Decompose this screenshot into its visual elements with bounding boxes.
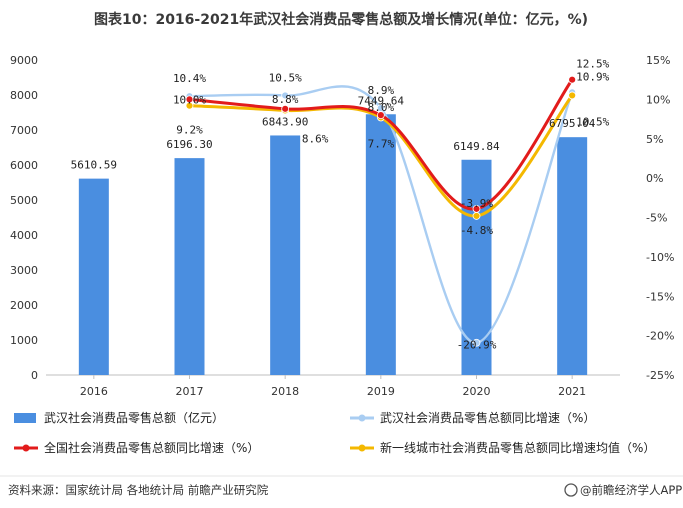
y-left-tick-label: 4000 — [10, 229, 38, 242]
legend-label: 武汉社会消费品零售总额（亿元） — [44, 410, 224, 425]
bar-value-label: 6196.30 — [166, 138, 212, 151]
national-growth-value-label: 8.8% — [272, 93, 299, 106]
bars — [78, 114, 588, 375]
wuhan-growth-value-label: -20.9% — [457, 339, 497, 352]
national-growth-line — [188, 78, 574, 211]
x-tick-label: 2019 — [367, 385, 395, 398]
y-left-tick-label: 6000 — [10, 159, 38, 172]
bar — [78, 178, 109, 375]
x-tick-label: 2018 — [271, 385, 299, 398]
national-growth-value-label: 10.0% — [173, 93, 206, 106]
legend-swatch-bar — [14, 413, 36, 423]
y-left-tick-label: 9000 — [10, 54, 38, 67]
tier1-growth-value-label: 7.7% — [368, 137, 395, 150]
brand-name: @前瞻经济学人APP — [580, 483, 682, 497]
y-right-tick-label: 10% — [646, 93, 670, 106]
y-right-tick-label: -25% — [646, 369, 674, 382]
wuhan-growth-value-label: 10.4% — [173, 72, 206, 85]
y-left-tick-label: 3000 — [10, 264, 38, 277]
legend: 武汉社会消费品零售总额（亿元） 武汉社会消费品零售总额同比增速（%） 全国社会消费品… — [14, 410, 655, 455]
national-growth-point — [185, 95, 194, 104]
national-growth-point — [281, 104, 290, 113]
brand-logo-icon — [564, 483, 578, 497]
legend-label: 武汉社会消费品零售总额同比增速（%） — [380, 410, 595, 425]
y-right-tick-label: 5% — [646, 133, 663, 146]
national-growth-value-label: -3.9% — [460, 197, 493, 210]
y-left-tick-label: 1000 — [10, 334, 38, 347]
tier1-growth-value-label: 9.2% — [176, 124, 203, 137]
chart-title: 图表10：2016-2021年武汉社会消费品零售总额及增长情况(单位：亿元，%) — [94, 11, 588, 28]
legend-swatch-marker — [358, 414, 366, 422]
y-right-tick-label: -15% — [646, 290, 674, 303]
y-right-tick-label: 0% — [646, 172, 663, 185]
data-labels: 5610.59 6196.30 6843.90 7449.64 6149.84 6795.… — [71, 58, 610, 352]
x-tick-label: 2017 — [176, 385, 204, 398]
national-growth-point — [568, 75, 577, 84]
national-growth-point — [376, 111, 385, 120]
bar-value-label: 6795.04 — [549, 117, 596, 130]
y-left-tick-label: 5000 — [10, 194, 38, 207]
tier1-growth-value-label: 8.6% — [302, 132, 329, 145]
wuhan-growth-value-label: 8.9% — [368, 84, 395, 97]
legend-label: 全国社会消费品零售总额同比增速（%） — [44, 440, 259, 455]
bar — [365, 114, 396, 375]
bar — [557, 137, 588, 375]
wuhan-growth-point — [472, 338, 481, 347]
axes: 0 1000 2000 3000 4000 5000 6000 7000 8000 9000 -25… — [10, 54, 674, 398]
legend-label: 新一线城市社会消费品零售总额同比增速均值（%） — [380, 440, 655, 455]
tier1-growth-value-label: -4.8% — [460, 224, 493, 237]
y-right-tick-label: -5% — [646, 212, 667, 225]
bar-value-label: 6149.84 — [453, 140, 500, 153]
wuhan-growth-value-label: 10.9% — [576, 70, 609, 83]
national-growth-value-label: 12.5% — [576, 58, 609, 71]
x-tick-label: 2021 — [558, 385, 586, 398]
legend-swatch-marker — [22, 444, 30, 452]
wuhan-growth-value-label: 10.5% — [269, 71, 302, 84]
growth-lines — [185, 75, 577, 347]
brand-logo: @前瞻经济学人APP — [564, 483, 682, 497]
bar-value-label: 6843.90 — [262, 115, 308, 128]
legend-swatch-marker — [358, 444, 366, 452]
y-left-tick-label: 2000 — [10, 299, 38, 312]
bar-value-label: 5610.59 — [71, 159, 117, 172]
bar — [270, 135, 301, 375]
y-right-tick-label: -10% — [646, 251, 674, 264]
tier1-growth-value-label: 10.5% — [576, 115, 609, 128]
source-note: 资料来源：国家统计局 各地统计局 前瞻产业研究院 — [8, 483, 269, 497]
tier1-growth-line — [188, 93, 574, 218]
wuhan-growth-point — [281, 91, 290, 100]
x-tick-label: 2020 — [463, 385, 491, 398]
national-growth-value-label: 8.0% — [368, 101, 395, 114]
tier1-growth-point — [568, 91, 577, 100]
bar-value-label: 7449.64 — [358, 94, 405, 107]
bar — [174, 158, 205, 375]
national-growth-point — [472, 204, 481, 213]
x-tick-label: 2016 — [80, 385, 108, 398]
tier1-growth-point — [472, 212, 481, 220]
y-right-tick-label: 15% — [646, 54, 670, 67]
y-left-tick-label: 7000 — [10, 124, 38, 137]
y-left-tick-label: 8000 — [10, 89, 38, 102]
y-right-tick-label: -20% — [646, 330, 674, 343]
y-left-tick-label: 0 — [31, 369, 38, 382]
